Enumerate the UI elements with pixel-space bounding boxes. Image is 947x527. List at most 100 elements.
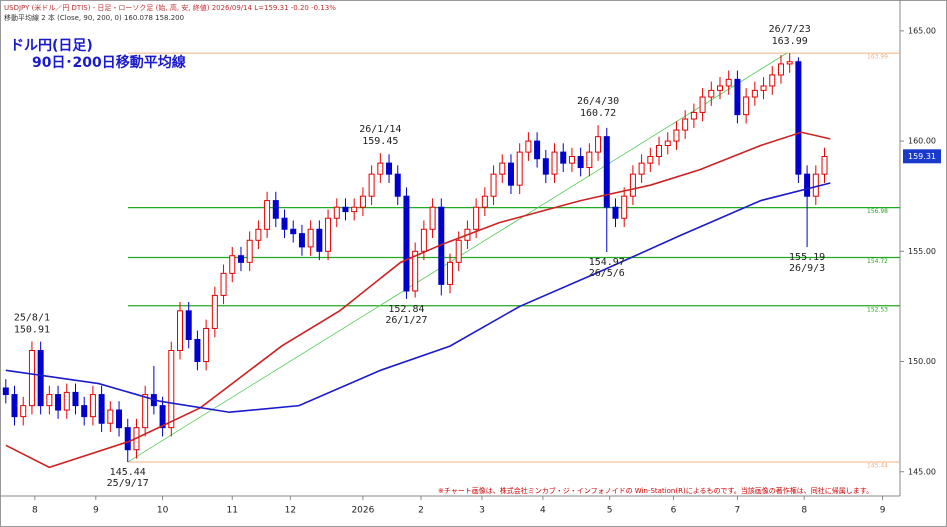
annotation-date: 25/9/17 xyxy=(107,478,149,489)
candle-body xyxy=(603,136,610,208)
candle-body xyxy=(325,217,332,252)
candle-body xyxy=(72,391,79,407)
candle-body xyxy=(177,310,183,352)
moving-average-line xyxy=(5,131,831,469)
candle-body xyxy=(690,111,697,120)
annotation-price: 145.44 xyxy=(110,467,146,478)
candle-body xyxy=(81,405,88,418)
candle-body xyxy=(46,394,53,407)
candle-body xyxy=(507,162,514,186)
candle-body xyxy=(298,233,305,248)
candle-body xyxy=(717,85,723,91)
candle-body xyxy=(89,394,96,418)
level-label: 145.44 xyxy=(867,463,888,470)
y-tick-label: 160.00 xyxy=(908,137,936,146)
candle-body xyxy=(107,409,114,424)
candle-body xyxy=(211,294,218,329)
annotation-date: 26/4/30 xyxy=(577,96,619,107)
candle-body xyxy=(734,78,741,116)
candle-body xyxy=(525,140,532,153)
candle-body xyxy=(98,394,105,424)
candle-body xyxy=(220,272,227,296)
candle-body xyxy=(194,338,201,363)
candle-body xyxy=(769,74,776,87)
candle-body xyxy=(159,405,166,429)
x-tick-label: 8 xyxy=(32,506,38,516)
x-tick-label: 9 xyxy=(880,506,886,516)
candle-body xyxy=(751,89,758,98)
candle-body xyxy=(534,140,541,160)
last-price-box xyxy=(903,149,941,164)
candle-body xyxy=(37,350,44,407)
level-label: 154.72 xyxy=(867,258,888,265)
level-label: 156.98 xyxy=(867,208,888,215)
candle-body xyxy=(795,61,802,175)
candle-body xyxy=(699,96,706,113)
candle-body xyxy=(743,96,750,116)
level-label: 152.53 xyxy=(867,306,888,313)
header-line: USDJPY (米ドル／円 DTIS) - 日足・ローソク足 (始, 高, 安,… xyxy=(4,3,336,12)
y-tick-label: 150.00 xyxy=(908,357,936,366)
candle-body xyxy=(272,200,279,219)
candle-body xyxy=(812,173,819,197)
x-tick-label: 9 xyxy=(93,506,99,516)
candle-body xyxy=(455,239,462,263)
candle-body xyxy=(246,239,253,263)
x-tick-label: 12 xyxy=(285,506,296,516)
annotation-date: 26/9/3 xyxy=(789,263,825,274)
footnote: ※チャート画像は、株式会社ミンカブ・ジ・インフォノイドの Win-Station… xyxy=(438,486,873,495)
candle-body xyxy=(237,255,244,263)
candle-body xyxy=(821,156,828,175)
candle-body xyxy=(481,195,488,208)
candle-body xyxy=(63,391,70,411)
candle-body xyxy=(804,173,811,197)
candle-body xyxy=(28,350,35,407)
annotation-date: 26/1/27 xyxy=(385,315,427,326)
header-line: 移動平均線 2 本 (Close, 90, 200, 0) 160.078 15… xyxy=(4,13,184,22)
annotation-price: 154.97 xyxy=(589,257,625,268)
candle-body xyxy=(185,310,192,340)
candle-body xyxy=(203,327,210,363)
candle-body xyxy=(403,195,410,292)
candle-body xyxy=(560,151,567,164)
x-tick-label: 10 xyxy=(157,506,169,516)
annotation-price: 160.72 xyxy=(580,108,616,119)
x-tick-label: 8 xyxy=(801,506,807,516)
candle-body xyxy=(11,394,18,418)
candle-body xyxy=(551,151,558,175)
candle-body xyxy=(420,228,427,252)
candle-body xyxy=(429,206,436,230)
candle-body xyxy=(394,173,401,197)
candle-body xyxy=(290,228,297,235)
candle-body xyxy=(725,78,732,87)
candle-body xyxy=(116,409,123,429)
annotation-price: 155.19 xyxy=(789,252,825,263)
candle-body xyxy=(229,255,236,274)
y-tick-label: 155.00 xyxy=(908,247,936,256)
annotation-price: 163.99 xyxy=(772,36,808,47)
moving-average-line xyxy=(5,182,831,414)
candle-body xyxy=(351,206,358,213)
x-tick-label: 11 xyxy=(227,506,238,516)
annotation-date: 26/5/6 xyxy=(589,268,625,279)
candle-body xyxy=(368,173,375,197)
x-tick-label: 2026 xyxy=(351,506,374,516)
candle-body xyxy=(377,162,384,175)
candle-body xyxy=(595,136,602,153)
chart-title: ドル円(日足) xyxy=(10,38,93,54)
candle-body xyxy=(777,63,784,76)
x-tick-label: 7 xyxy=(735,506,741,516)
candle-body xyxy=(142,394,149,429)
candle-body xyxy=(664,140,671,146)
candle-body xyxy=(473,206,480,230)
candle-body xyxy=(412,250,419,292)
candle-body xyxy=(542,158,549,175)
y-tick-label: 165.00 xyxy=(908,26,936,35)
candle-body xyxy=(647,156,654,164)
candle-body xyxy=(168,350,175,429)
annotation-date: 25/8/1 xyxy=(14,312,50,323)
candle-body xyxy=(490,173,497,197)
last-price-label: 159.31 xyxy=(908,152,936,161)
annotation-price: 159.45 xyxy=(362,136,398,147)
